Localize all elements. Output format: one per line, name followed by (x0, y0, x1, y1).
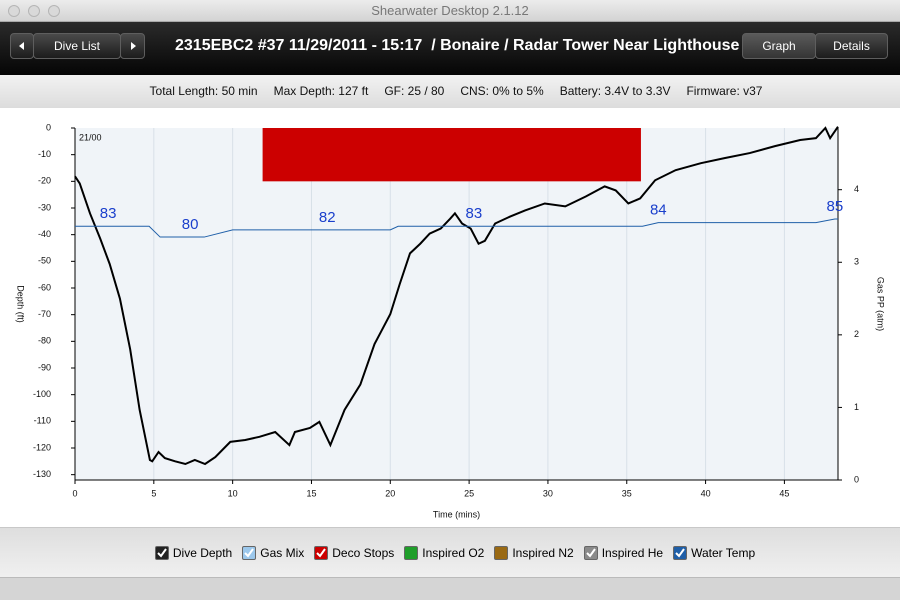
x-tick-label: 30 (543, 488, 553, 498)
y-tick-label: -120 (33, 442, 51, 452)
x-tick-label: 15 (306, 488, 316, 498)
title-bar: Shearwater Desktop 2.1.12 (0, 0, 900, 22)
chart: 0 5 10 15 20 25 30 35 40 450-10-20-30-40-50-60-70… (0, 108, 900, 527)
y-tick-label: -40 (38, 229, 51, 239)
summary-item: GF: 25 / 80 (384, 84, 445, 98)
legend-label: Dive Depth (172, 545, 233, 560)
legend-label: Deco Stops (332, 545, 395, 560)
temp-label: 84 (650, 202, 667, 219)
check-mark (586, 547, 596, 558)
dive-title: 2315EBC2 #37 11/29/2011 - 15:17 / Bonair… (175, 37, 740, 54)
x-tick-label: 40 (701, 488, 711, 498)
y-tick-label: -70 (38, 309, 51, 319)
y2-tick-label: 2 (854, 329, 859, 339)
deco-stop (262, 128, 641, 182)
y-tick-label: -110 (34, 416, 51, 426)
y2-tick-label: 1 (854, 402, 859, 412)
check-mark (675, 547, 685, 558)
temp-label: 82 (319, 209, 336, 226)
details-tab[interactable]: Details (815, 33, 888, 59)
y-tick-label: -80 (38, 336, 51, 346)
y-tick-label: -100 (33, 389, 51, 399)
y-tick-label: -60 (38, 282, 51, 292)
legend-label: Gas Mix (260, 545, 305, 560)
x-axis-label: Time (mins) (433, 509, 480, 519)
check-path (157, 547, 167, 558)
check-path (316, 547, 327, 558)
legend-label: Inspired He (601, 545, 664, 560)
prev-icon (19, 42, 24, 50)
y2-tick-label: 3 (854, 257, 859, 267)
x-tick-label: 10 (228, 488, 238, 498)
legend-item[interactable]: Inspired O2 (404, 545, 485, 560)
x-tick-label: 25 (464, 488, 474, 498)
prev-button[interactable] (10, 33, 34, 59)
y2-tick-label: 0 (854, 474, 859, 484)
temp-label: 85 (827, 198, 844, 215)
temp-line (75, 218, 838, 238)
next-icon (130, 42, 136, 50)
legend-checkbox[interactable] (673, 545, 688, 560)
y-tick-label: -50 (38, 256, 51, 266)
annotation: 21/00 (79, 132, 102, 142)
y2-axis-label: Gas PP (atm) (876, 277, 886, 331)
legend-checkbox[interactable] (494, 545, 509, 560)
legend: Dive Depth Gas Mix Deco Stops Inspired O2 In… (0, 527, 900, 577)
y-tick-label: -130 (33, 469, 51, 479)
status-bar (0, 577, 900, 600)
next-button[interactable] (120, 33, 145, 59)
legend-item[interactable]: Deco Stops (314, 545, 395, 560)
legend-item[interactable]: Inspired N2 (494, 545, 574, 560)
legend-item[interactable]: Gas Mix (242, 545, 305, 560)
legend-label: Inspired N2 (512, 545, 574, 560)
legend-checkbox[interactable] (242, 545, 257, 560)
zoom-button[interactable] (48, 5, 60, 17)
x-tick-label: 20 (385, 488, 395, 498)
legend-checkbox[interactable] (154, 545, 169, 560)
toolbar: Dive List 2315EBC2 #37 11/29/2011 - 15:1… (0, 22, 900, 75)
legend-label: Water Temp (691, 545, 756, 560)
temp-label: 83 (465, 205, 482, 222)
graph-tab[interactable]: Graph (742, 33, 816, 59)
temp-label: 83 (100, 205, 117, 222)
temp-label: 80 (182, 216, 199, 233)
check-path (244, 547, 255, 558)
summary-item: CNS: 0% to 5% (460, 84, 544, 98)
y-tick-label: -90 (38, 362, 51, 372)
check-mark (316, 547, 327, 558)
y-tick-label: 0 (46, 122, 51, 132)
legend-checkbox[interactable] (314, 545, 329, 560)
window-title: Shearwater Desktop 2.1.12 (371, 3, 529, 18)
close-button[interactable] (8, 5, 20, 17)
y-tick-label: -30 (38, 202, 51, 212)
legend-label: Inspired O2 (422, 545, 485, 560)
minimize-button[interactable] (28, 5, 40, 17)
summary-item: Max Depth: 127 ft (273, 84, 369, 98)
check-mark (157, 547, 167, 558)
y-axis-label: Depth (ft) (16, 285, 26, 323)
check-path (586, 547, 596, 558)
x-tick-label: 45 (779, 488, 789, 498)
legend-item[interactable]: Dive Depth (154, 545, 233, 560)
legend-item[interactable]: Inspired He (583, 545, 664, 560)
legend-checkbox[interactable] (583, 545, 598, 560)
x-tick-label: 0 (72, 488, 77, 498)
check-path (675, 547, 685, 558)
summary-item: Battery: 3.4V to 3.3V (559, 84, 671, 98)
summary-bar: Total Length: 50 min Max Depth: 127 ft GF:… (0, 75, 900, 108)
plot-area (75, 128, 838, 480)
legend-checkbox[interactable] (404, 545, 419, 560)
depth-line (74, 126, 839, 466)
check-mark (244, 547, 255, 558)
x-tick-label: 35 (622, 488, 632, 498)
legend-item[interactable]: Water Temp (673, 545, 756, 560)
dive-list-button[interactable]: Dive List (33, 33, 121, 59)
y-tick-label: -20 (38, 176, 51, 186)
x-tick-label: 5 (151, 488, 156, 498)
y-tick-label: -10 (38, 149, 51, 159)
summary-item: Firmware: v37 (686, 84, 763, 98)
y2-tick-label: 4 (854, 184, 859, 194)
summary-item: Total Length: 50 min (149, 84, 258, 98)
